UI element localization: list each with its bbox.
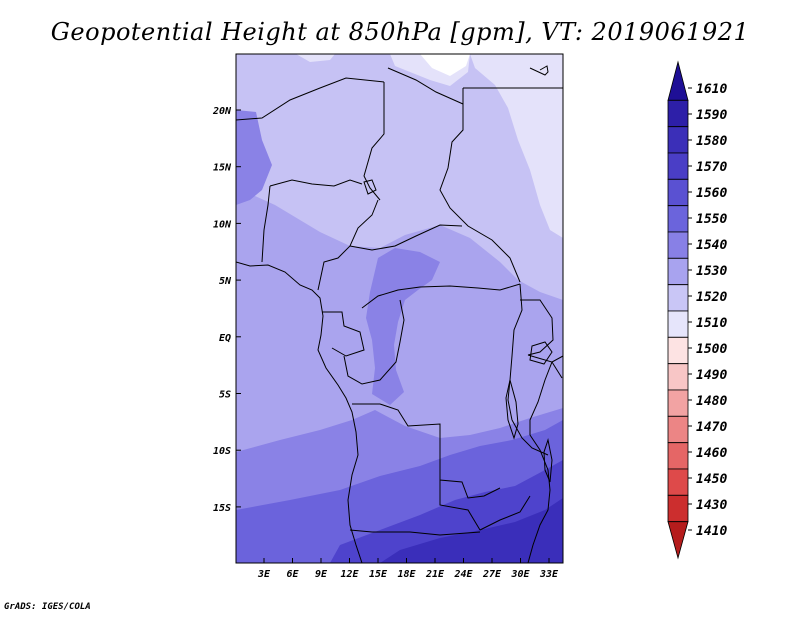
colorbar-swatch: [667, 336, 689, 365]
colorbar-swatch: [667, 126, 689, 154]
border-angola-zambia: [439, 480, 481, 531]
lat-label: 5N: [219, 276, 232, 287]
colorbar-swatch: [667, 363, 689, 391]
colorbar-swatch: [667, 521, 689, 560]
border-tanzania: [527, 354, 563, 379]
lon-label: 12E: [340, 569, 359, 580]
colorbar-swatch: [667, 257, 689, 286]
border-zambia-zimbabwe: [479, 495, 531, 531]
coastline-west-africa: [236, 261, 363, 563]
lon-label: 21E: [425, 569, 445, 580]
colorbar-label: 1610: [696, 82, 727, 97]
border-namibia: [349, 529, 481, 536]
colorbar-label: 1430: [696, 498, 727, 513]
contour-1520-north-2: [296, 54, 335, 62]
colorbar-label: 1500: [696, 342, 727, 357]
colorbar-swatch: [667, 205, 689, 233]
border-uganda-kenya: [520, 299, 554, 356]
contour-1580-south: [380, 498, 563, 563]
contour-1520-northeast: [470, 54, 563, 238]
lake-victoria: [529, 341, 553, 365]
latitude-axis: 20N 15N 10N 5N EQ 5S 10S 15S: [212, 106, 241, 514]
colorbar-label: 1480: [696, 394, 727, 409]
lat-label: 10N: [213, 219, 232, 230]
colorbar-swatch: [667, 99, 689, 128]
colorbar-label: 1570: [696, 160, 727, 175]
border-angola-drc: [352, 403, 501, 499]
lon-label: 24E: [453, 569, 473, 580]
colorbar-swatch: [667, 442, 689, 470]
grads-credit: GrADS: IGES/COLA: [4, 602, 91, 612]
colorbar-swatch: [667, 494, 689, 523]
chart-title: Geopotential Height at 850hPa [gpm], VT:…: [50, 18, 750, 46]
lon-label: 30E: [510, 569, 530, 580]
border-drc-uganda: [507, 283, 523, 421]
colorbar-label: 1520: [696, 290, 727, 305]
lon-label: 3E: [257, 569, 271, 580]
lat-label: 5S: [219, 390, 231, 401]
colorbar-label: 1470: [696, 420, 727, 435]
colorbar-label: 1580: [696, 134, 727, 149]
colorbar-label: 1550: [696, 212, 727, 227]
colorbar-swatch: [667, 231, 689, 259]
colorbar-swatch: [667, 389, 689, 417]
colorbar-label: 1410: [696, 524, 727, 539]
lat-label: 15N: [213, 163, 232, 174]
colorbar: 1610 1590 1580 1570 1560 1550 1540 1530 1520 1510…: [667, 60, 727, 560]
border-car-drc: [361, 283, 521, 309]
lake-malawi: [543, 438, 553, 483]
red-sea-coast: [529, 65, 549, 76]
colorbar-swatch: [667, 60, 689, 101]
coastline-east-africa: [527, 355, 563, 563]
colorbar-label: 1450: [696, 472, 727, 487]
lon-label: 6E: [286, 569, 299, 580]
country-borders: [236, 65, 563, 563]
lat-label: 15S: [213, 503, 231, 514]
lon-label: 27E: [482, 569, 502, 580]
lon-label: 15E: [369, 569, 388, 580]
colorbar-label: 1510: [696, 316, 727, 331]
colorbar-swatch: [667, 178, 689, 207]
colorbar-label: 1490: [696, 368, 727, 383]
lake-tanganyika: [505, 379, 519, 440]
border-chad-car: [349, 224, 463, 251]
border-chad-sudan: [439, 88, 521, 283]
lat-label: EQ: [219, 333, 231, 344]
colorbar-swatch: [667, 468, 689, 496]
border-niger-nigeria: [269, 179, 363, 187]
contour-1530-north: [236, 54, 563, 300]
colorbar-label: 1590: [696, 108, 727, 123]
colorbar-swatch: [667, 310, 689, 338]
colorbar-label: 1540: [696, 238, 727, 253]
colorbar-swatch: [667, 152, 689, 180]
colorbar-swatch: [667, 284, 689, 312]
lon-label: 33E: [539, 569, 559, 580]
border-mali-niger: [236, 77, 385, 121]
lat-label: 10S: [213, 446, 231, 457]
contour-fill: [236, 54, 563, 563]
lat-label: 20N: [212, 106, 232, 117]
lon-label: 9E: [315, 569, 328, 580]
map-frame: [235, 53, 564, 564]
border-gabon-congo: [322, 311, 365, 357]
lon-label: 18E: [397, 569, 416, 580]
contour-1550-west: [236, 110, 272, 205]
border-benin-nigeria: [261, 185, 271, 263]
longitude-axis: 3E 6E 9E 12E 15E 18E 21E 24E 27E 30E 33E: [257, 558, 559, 580]
contour-white-north: [420, 54, 470, 76]
colorbar-swatch: [667, 415, 689, 444]
colorbar-label: 1530: [696, 264, 727, 279]
border-niger-chad: [363, 82, 385, 201]
lake-chad: [363, 179, 377, 195]
border-libya-chad: [387, 67, 464, 105]
colorbar-label: 1460: [696, 446, 727, 461]
colorbar-label: 1560: [696, 186, 727, 201]
border-drc-congo: [343, 299, 405, 385]
